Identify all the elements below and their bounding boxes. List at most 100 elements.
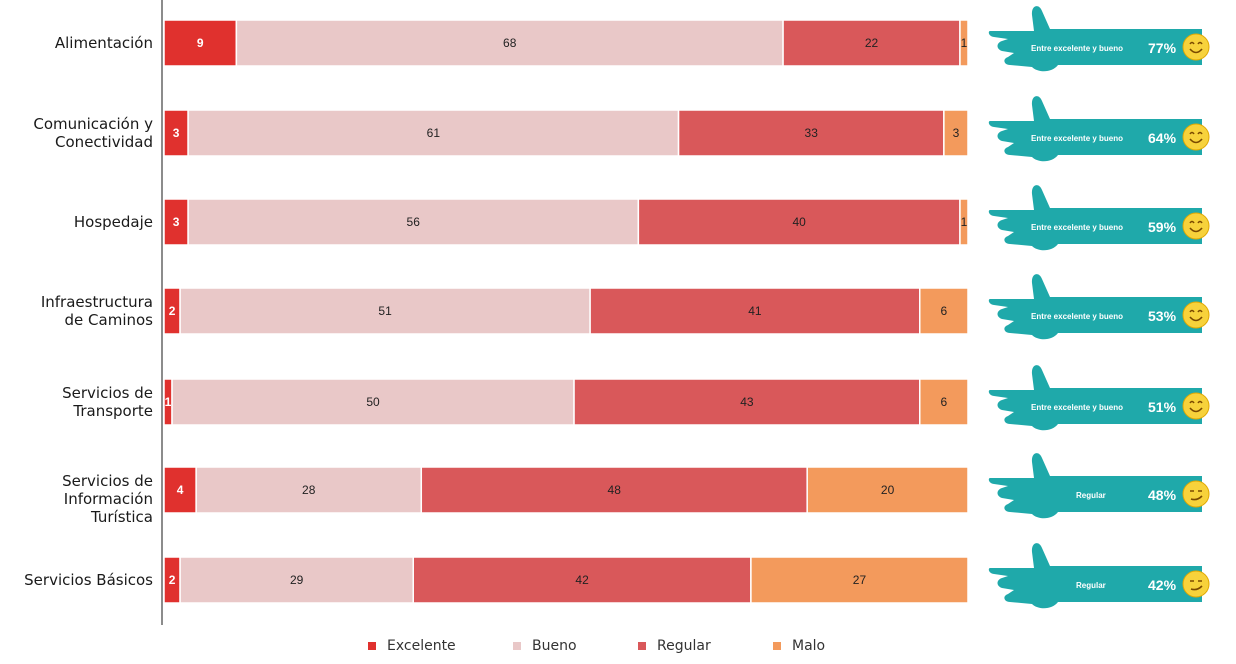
data-label: 1 — [961, 36, 968, 50]
data-label: 1 — [961, 215, 968, 229]
bar-segment-malo — [959, 19, 969, 67]
summary-percent: 48% — [1148, 487, 1177, 503]
bar-segment-excelente — [163, 466, 197, 514]
bar-segment-malo — [919, 287, 969, 335]
summary-percent: 77% — [1148, 40, 1177, 56]
data-label: 2 — [169, 573, 176, 587]
data-label: 56 — [407, 215, 421, 229]
category-label: Servicios de Información Turística — [0, 472, 153, 526]
summary-hand-callout: Entre excelente y bueno 77% — [988, 1, 1220, 73]
category-label-line: Servicios de — [62, 384, 153, 402]
data-label: 29 — [290, 573, 304, 587]
bar-segment-bueno — [195, 466, 423, 514]
smiley-face-icon — [1182, 301, 1210, 329]
smiley-face-icon — [1182, 33, 1210, 61]
category-label-line: Alimentación — [54, 34, 153, 52]
category-label: Servicios de Transporte — [0, 384, 153, 420]
category-label-line: de Caminos — [64, 311, 153, 329]
summary-hand-callout: Entre excelente y bueno 53% — [988, 269, 1220, 341]
smiley-face-icon — [1182, 123, 1210, 151]
category-label-line: Información Turística — [63, 490, 153, 526]
summary-hand-callout: Regular 48% — [988, 448, 1220, 520]
category-label-line: Infraestructura — [40, 293, 153, 311]
data-label: 6 — [941, 395, 948, 409]
bar-segment-malo — [919, 378, 969, 426]
data-label: 51 — [378, 304, 392, 318]
data-label: 43 — [740, 395, 754, 409]
legend-label: Bueno — [532, 638, 577, 654]
data-label: 61 — [427, 126, 441, 140]
summary-label: Regular — [1076, 581, 1106, 590]
bar-segment-bueno — [187, 109, 680, 157]
summary-label: Regular — [1076, 491, 1106, 500]
pointing-hand-icon — [988, 6, 1202, 72]
category-label-line: Conectividad — [55, 133, 153, 151]
data-label: 4 — [177, 483, 184, 497]
pointing-hand-icon — [988, 543, 1202, 609]
legend-swatch — [773, 642, 781, 650]
bar-segment-bueno — [235, 19, 784, 67]
data-label: 48 — [608, 483, 622, 497]
legend-label: Malo — [792, 638, 826, 654]
bar-segment-bueno — [179, 556, 414, 604]
pointing-hand-icon — [988, 96, 1202, 162]
summary-percent: 42% — [1148, 577, 1177, 593]
data-label: 33 — [805, 126, 819, 140]
bar-segment-bueno — [179, 287, 591, 335]
legend-label: Excelente — [387, 638, 456, 654]
category-label-line: Servicios Básicos — [24, 571, 153, 589]
category-label-line: Hospedaje — [73, 213, 153, 231]
category-label: Servicios Básicos — [0, 571, 153, 589]
legend-swatch — [513, 642, 521, 650]
category-label: Hospedaje — [0, 213, 153, 231]
category-label: Alimentación — [0, 34, 153, 52]
category-label: Comunicación y Conectividad — [0, 115, 153, 151]
data-label: 9 — [197, 36, 204, 50]
summary-hand-callout: Entre excelente y bueno 64% — [988, 91, 1220, 163]
bar-segment-bueno — [171, 378, 575, 426]
summary-label: Entre excelente y bueno — [1031, 312, 1124, 321]
category-label-line: Servicios de — [62, 472, 153, 490]
data-label: 22 — [865, 36, 879, 50]
data-label: 3 — [173, 126, 180, 140]
data-label: 2 — [169, 304, 176, 318]
summary-hand-callout: Entre excelente y bueno 59% — [988, 180, 1220, 252]
summary-label: Entre excelente y bueno — [1031, 134, 1124, 143]
bar-segment-malo — [943, 109, 969, 157]
smirk-face-icon — [1182, 570, 1210, 598]
data-label: 3 — [953, 126, 960, 140]
legend: Excelente Bueno Regular Malo — [0, 638, 1236, 656]
bar-segment-bueno — [187, 198, 640, 246]
pointing-hand-icon — [988, 453, 1202, 519]
summary-percent: 59% — [1148, 219, 1177, 235]
data-label: 27 — [853, 573, 867, 587]
summary-label: Entre excelente y bueno — [1031, 403, 1124, 412]
data-label: 6 — [941, 304, 948, 318]
summary-percent: 53% — [1148, 308, 1177, 324]
data-label: 3 — [173, 215, 180, 229]
data-label: 1 — [165, 395, 172, 409]
legend-swatch — [368, 642, 376, 650]
bar-segment-regular — [677, 109, 945, 157]
smirk-face-icon — [1182, 480, 1210, 508]
category-label-line: Transporte — [73, 402, 153, 420]
pointing-hand-icon — [988, 274, 1202, 340]
summary-percent: 64% — [1148, 130, 1177, 146]
smiley-face-icon — [1182, 392, 1210, 420]
data-label: 42 — [575, 573, 589, 587]
summary-label: Entre excelente y bueno — [1031, 44, 1124, 53]
smiley-face-icon — [1182, 212, 1210, 240]
bar-segment-regular — [420, 466, 808, 514]
bar-segment-regular — [573, 378, 921, 426]
bar-segment-regular — [637, 198, 961, 246]
data-label: 28 — [302, 483, 316, 497]
summary-label: Entre excelente y bueno — [1031, 223, 1124, 232]
data-label: 20 — [881, 483, 895, 497]
summary-hand-callout: Entre excelente y bueno 51% — [988, 360, 1220, 432]
legend-label: Regular — [657, 638, 711, 654]
bar-segment-excelente — [163, 198, 189, 246]
pointing-hand-icon — [988, 365, 1202, 431]
bar-segment-malo — [750, 556, 969, 604]
